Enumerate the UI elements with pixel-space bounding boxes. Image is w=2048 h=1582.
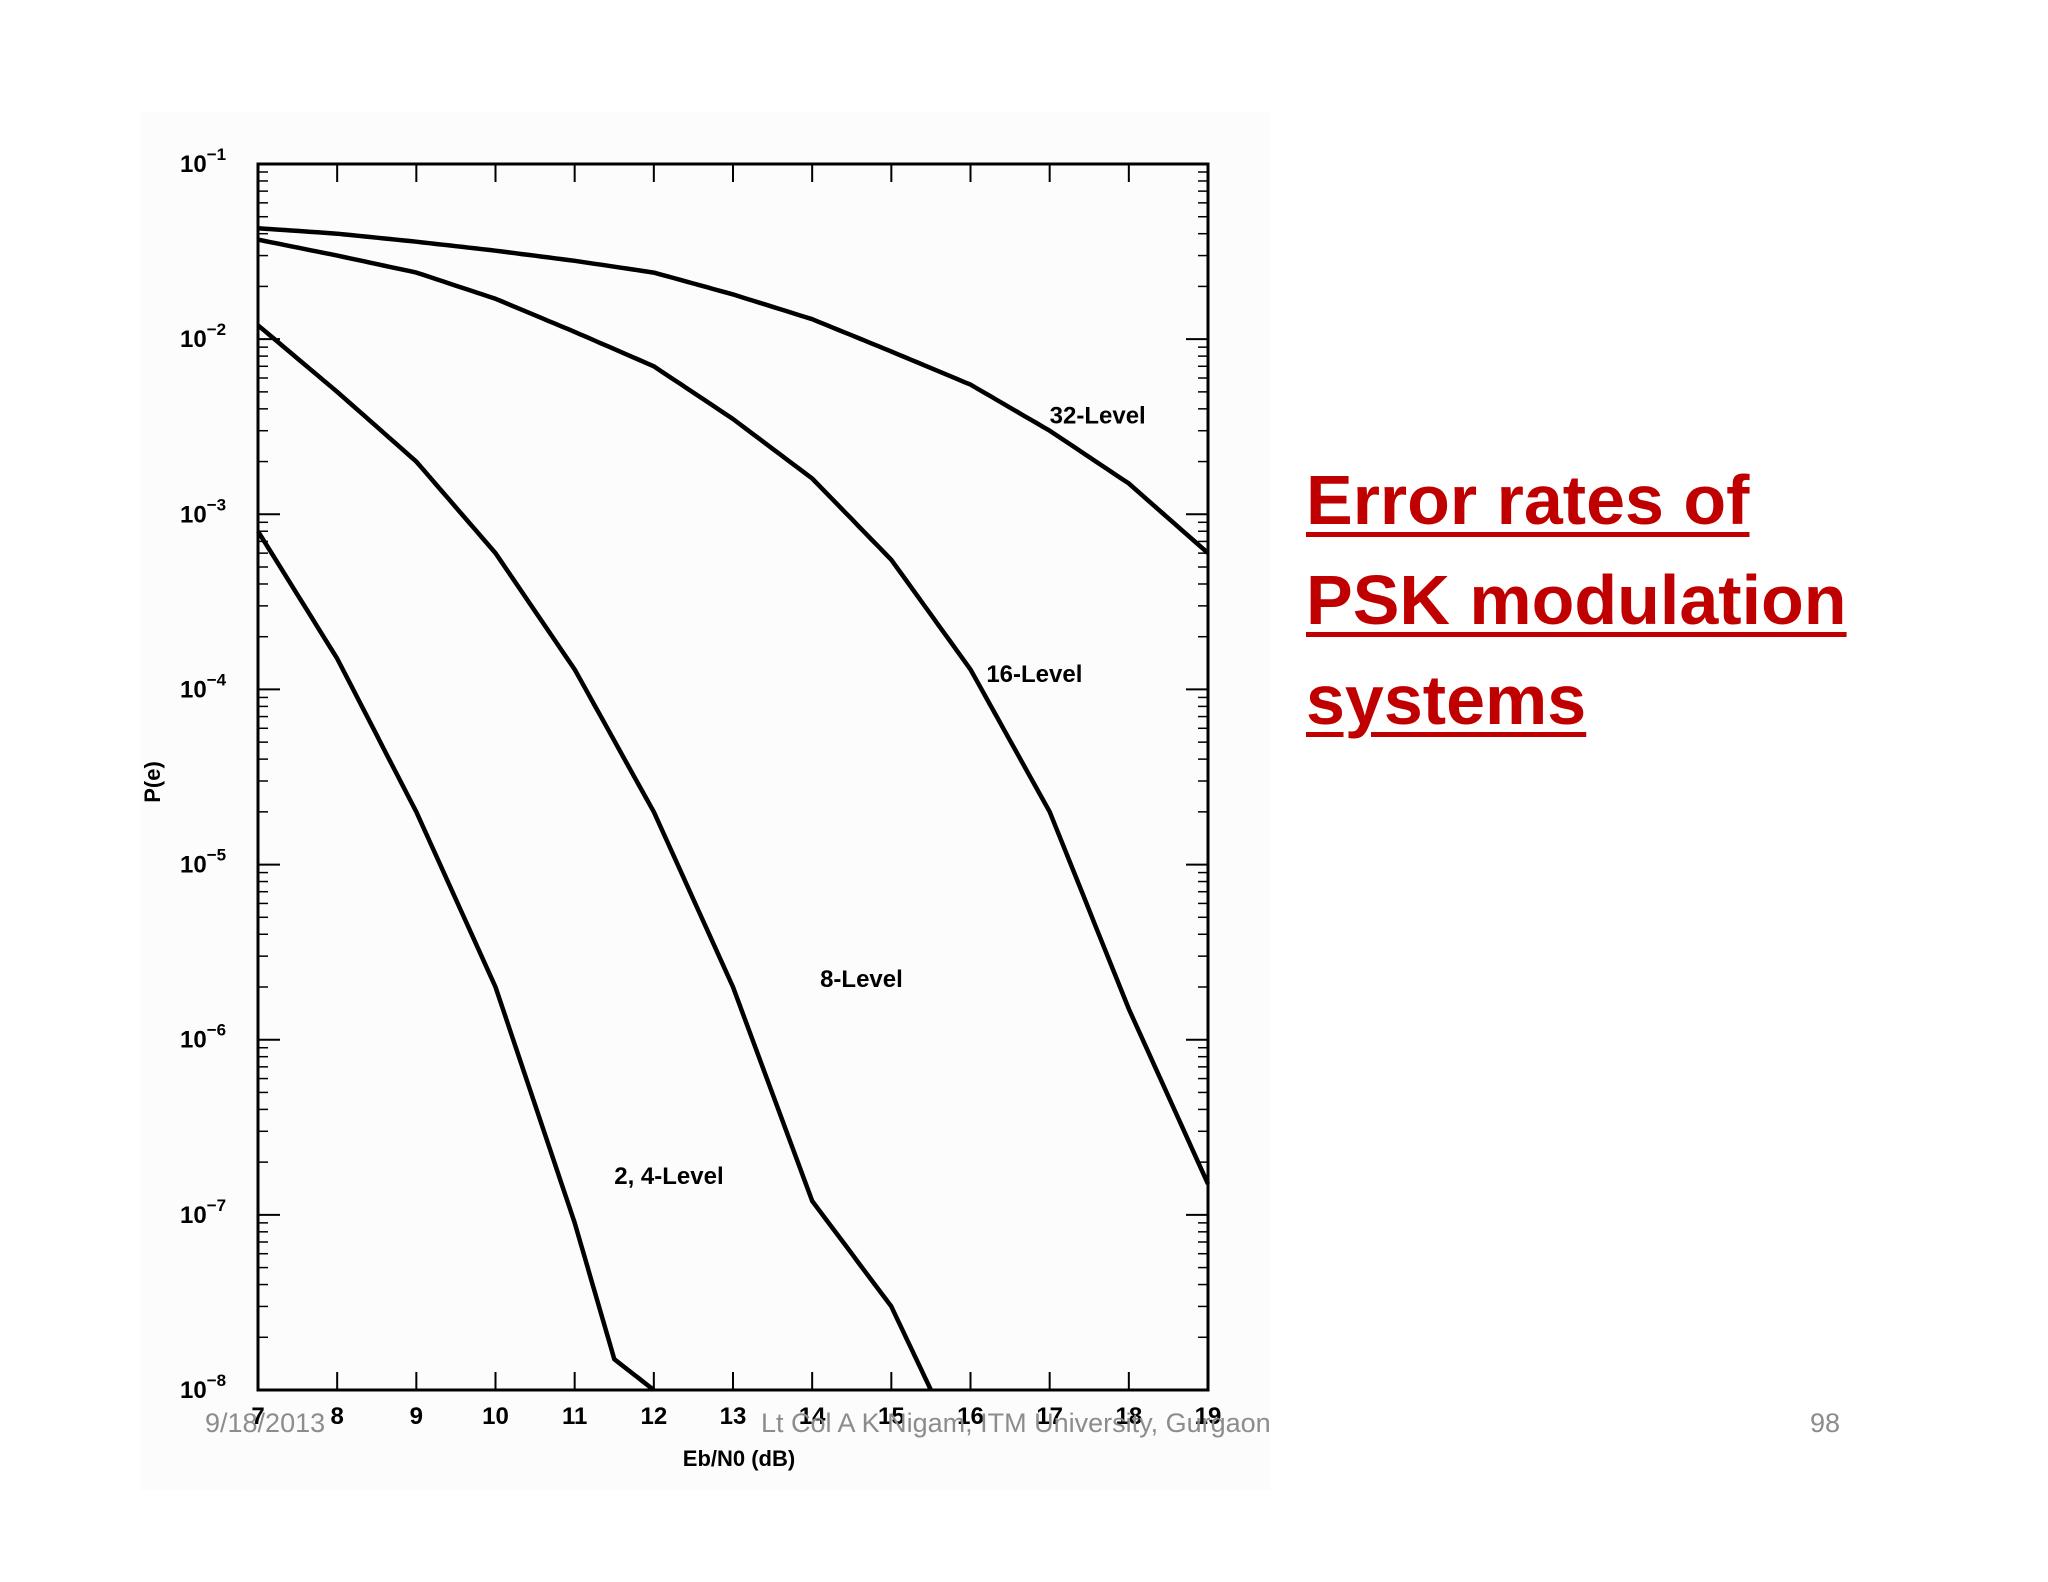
y-tick-label: 10−6	[180, 1021, 226, 1054]
y-tick-label: 10−1	[180, 145, 226, 178]
y-tick-label: 10−7	[180, 1196, 226, 1229]
y-tick-label: 10−4	[180, 670, 227, 703]
footer-author: Lt Col A K Nigam, ITM University, Gurgao…	[761, 1408, 1271, 1438]
x-tick-label: 10	[482, 1403, 509, 1430]
curve-label-2-4-level: 2, 4-Level	[614, 1163, 723, 1190]
x-tick-label: 18	[1115, 1403, 1142, 1430]
curve-label-32-level: 32-Level	[1050, 402, 1146, 429]
slide-title: Error rates of PSK modulation systems	[1306, 461, 1847, 739]
curve-2-4-level	[256, 530, 656, 1392]
x-tick-label: 9	[410, 1403, 423, 1430]
x-tick-label: 14	[799, 1403, 826, 1430]
curve-16-level	[257, 237, 1211, 1185]
chart-background	[140, 112, 1270, 1490]
x-tick-label: 13	[720, 1403, 747, 1430]
y-tick-label: 10−8	[180, 1371, 226, 1404]
x-tick-label: 15	[878, 1403, 905, 1430]
x-tick-label: 11	[562, 1403, 587, 1430]
y-tick-label: 10−2	[180, 320, 226, 353]
footer-date: 9/18/2013	[205, 1408, 326, 1438]
x-tick-label: 16	[957, 1403, 984, 1430]
x-tick-label: 19	[1195, 1403, 1222, 1430]
y-tick-label: 10−5	[180, 846, 226, 879]
y-tick-label: 10−3	[180, 495, 226, 528]
curve-32-level	[257, 225, 1210, 555]
x-tick-label: 8	[330, 1403, 343, 1430]
curve-label-8-level: 8-Level	[820, 966, 903, 993]
x-tick-label: 12	[640, 1403, 667, 1430]
curve-label-16-level: 16-Level	[986, 661, 1082, 688]
y-axis-title: P(e)	[140, 761, 165, 803]
x-tick-label: 17	[1036, 1403, 1063, 1430]
curve-8-level	[256, 323, 933, 1391]
x-tick-label: 7	[251, 1403, 264, 1430]
x-axis-title: Eb/N0 (dB)	[683, 1446, 795, 1471]
footer-page-number: 98	[1810, 1408, 1841, 1438]
